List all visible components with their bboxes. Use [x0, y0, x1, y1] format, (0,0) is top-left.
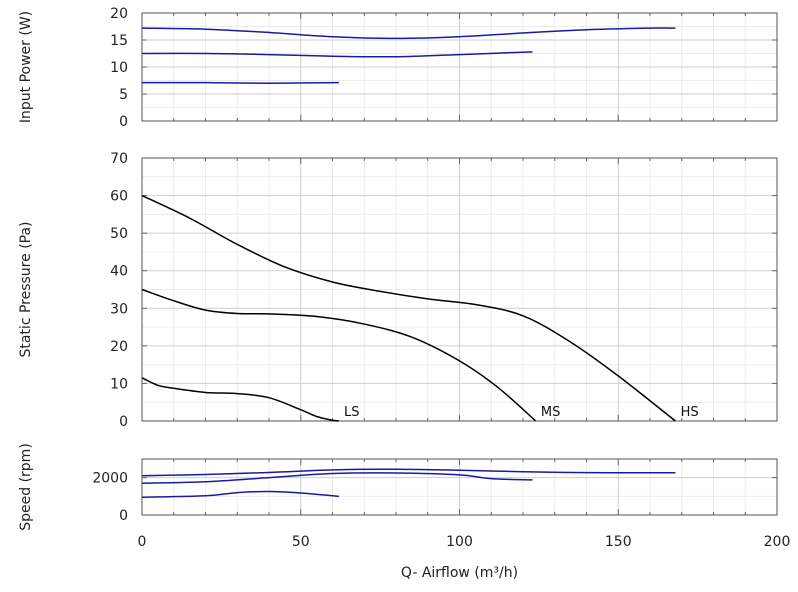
- x-tick-label: 100: [446, 534, 473, 550]
- y-tick-label: 10: [110, 376, 128, 392]
- power-series-line-2: [141, 81, 339, 84]
- power-series-line-1: [141, 51, 533, 58]
- y-tick-label: 50: [110, 226, 128, 242]
- x-tick-label: 0: [138, 534, 147, 550]
- power-y-axis-label: Input Power (W): [18, 11, 34, 123]
- y-tick-label: 0: [119, 114, 128, 130]
- y-tick-label: 70: [110, 151, 128, 167]
- y-tick-label: 0: [119, 508, 128, 524]
- power-series-line-0: [141, 27, 676, 40]
- y-tick-label: 2000: [92, 471, 128, 487]
- x-tick-label: 50: [292, 534, 310, 550]
- speed-major-grid: [142, 459, 777, 515]
- y-tick-label: 40: [110, 264, 128, 280]
- pressure-major-grid: [142, 158, 777, 421]
- speed-series-line-1: [141, 472, 533, 485]
- pressure-series-line-ls: [141, 377, 339, 422]
- speed-series-line-0: [141, 468, 676, 477]
- curve-label-ls: LS: [344, 405, 360, 420]
- pressure-series-line-hs: [141, 194, 676, 422]
- x-axis: 0 50 100 150 200 Q- Airflow (m³/h): [138, 534, 791, 581]
- speed-series-line-2: [141, 490, 339, 499]
- curve-label-hs: HS: [681, 405, 699, 420]
- y-tick-label: 5: [119, 87, 128, 103]
- x-tick-label: 150: [605, 534, 632, 550]
- curve-label-ms: MS: [541, 405, 560, 420]
- y-tick-label: 0: [119, 414, 128, 430]
- y-tick-label: 15: [110, 33, 128, 49]
- static-pressure-panel: 0 10 20 30 40 50 60 70 Static Pressure (Pa) LS MS H…: [18, 151, 778, 430]
- x-axis-label: Q- Airflow (m³/h): [401, 565, 518, 581]
- x-tick-label: 200: [764, 534, 791, 550]
- y-tick-label: 20: [110, 339, 128, 355]
- y-tick-label: 10: [110, 60, 128, 76]
- pressure-y-axis-label: Static Pressure (Pa): [18, 221, 34, 357]
- speed-plot-frame: [141, 458, 778, 516]
- pressure-series-line-ms: [141, 288, 537, 422]
- y-tick-label: 20: [110, 6, 128, 22]
- speed-panel: 0 2000 Speed (rpm): [18, 443, 778, 531]
- input-power-panel: 0 5 10 15 20 Input Power (W): [18, 6, 778, 130]
- y-tick-label: 60: [110, 189, 128, 205]
- power-plot-frame: [141, 12, 778, 122]
- power-major-grid: [142, 13, 777, 121]
- speed-y-axis-label: Speed (rpm): [18, 443, 34, 531]
- y-tick-label: 30: [110, 301, 128, 317]
